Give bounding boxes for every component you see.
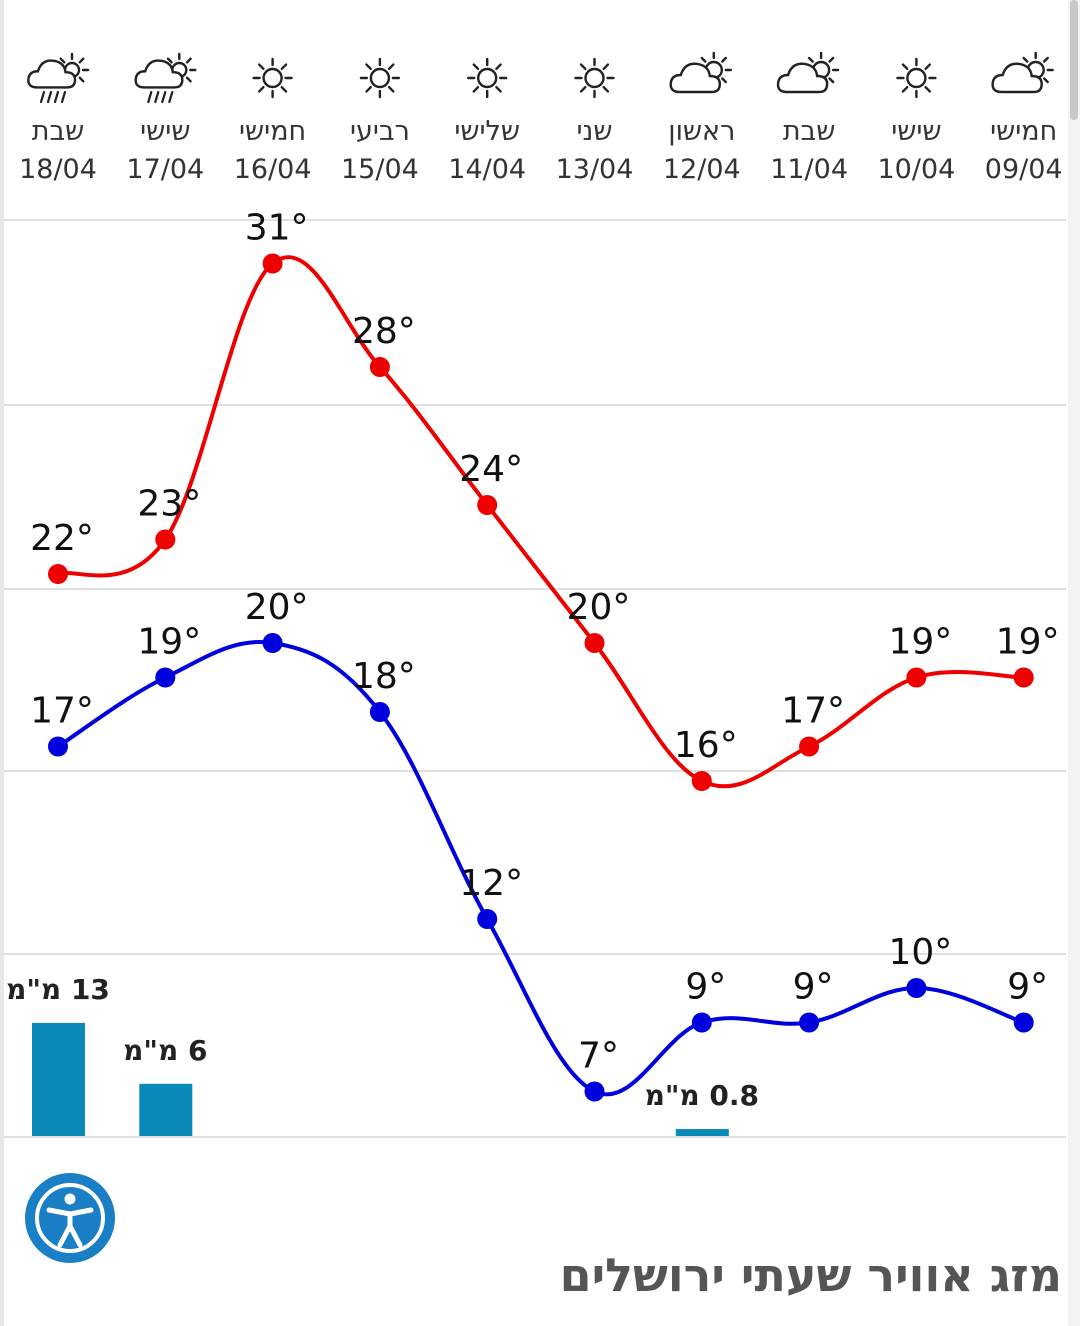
max-point [369,357,390,377]
day-name: שני [577,116,613,147]
max-label: 16° [674,725,738,766]
min-label: 12° [459,863,523,904]
max-label: 19° [996,622,1060,663]
max-point [906,667,927,688]
max-label: 31° [245,208,309,249]
max-point [1013,667,1034,688]
max-point [691,771,712,791]
scrollbar-thumb[interactable] [1070,0,1078,120]
day-date: 18/04 [19,154,97,185]
day-date: 16/04 [234,154,312,185]
partly-cloudy-icon [776,51,840,94]
min-point [369,702,390,722]
min-label: 18° [352,656,416,697]
max-label: 17° [781,691,845,732]
min-point [1013,1012,1034,1033]
max-point [48,564,68,584]
max-label: 22° [30,518,94,559]
scrollbar[interactable] [1068,0,1080,1326]
day-date: 14/04 [448,154,526,185]
min-point [799,1012,820,1033]
day-name: ראשון [668,116,735,147]
max-point [262,253,283,274]
min-label: 7° [578,1036,619,1077]
sun-icon [574,57,615,99]
day-name: רביעי [350,116,410,147]
day-name: שישי [891,116,941,147]
max-point [477,495,498,515]
rain-bar [675,1129,729,1136]
sun-icon [467,57,508,99]
left-edge [0,0,4,1326]
max-label: 20° [567,587,631,628]
day-name: חמישי [990,116,1057,147]
page-title: מזג אוויר שעתי ירושלים [559,1248,1062,1302]
max-point [155,529,176,550]
rain-label: 6 מ"מ [123,1034,207,1067]
min-label: 10° [888,932,952,973]
day-date: 09/04 [985,154,1063,185]
day-name: שישי [140,116,190,147]
max-point [584,633,605,653]
min-point [584,1081,605,1102]
day-name: שבת [783,116,835,147]
day-date: 17/04 [126,154,204,185]
rain-bar [32,1022,85,1136]
max-line [57,255,1024,789]
min-point [262,633,283,653]
rain-label: 0.8 מ"מ [645,1079,759,1112]
max-label: 19° [888,622,952,663]
max-point [799,736,820,757]
partly-cloudy-icon [669,51,732,94]
min-point [155,667,176,688]
min-point [477,909,498,929]
min-point [691,1012,712,1033]
partly-cloudy-icon [991,51,1054,94]
day-date: 13/04 [556,154,634,185]
rain-bar [139,1083,193,1136]
day-date: 15/04 [341,154,419,185]
min-label: 17° [30,691,94,732]
max-label: 28° [352,311,416,352]
sun-icon [252,57,293,99]
min-line [56,639,1025,1097]
day-name: חמישי [239,116,306,147]
day-date: 11/04 [770,154,848,185]
day-date: 12/04 [663,154,741,185]
accessibility-button[interactable] [25,1173,115,1263]
max-label: 24° [459,449,523,490]
rain-label: 13 מ"מ [6,973,110,1006]
sun-icon [359,57,401,99]
min-label: 20° [245,587,309,628]
max-label: 23° [137,484,201,525]
min-point [48,736,68,757]
min-label: 9° [685,967,726,1008]
min-point [906,978,927,998]
day-name: שלישי [454,116,520,147]
day-date: 10/04 [877,154,955,185]
accessibility-icon [35,1183,105,1253]
sun-icon [896,57,937,99]
min-label: 19° [137,622,201,663]
min-label: 9° [793,967,834,1008]
day-name: שבת [32,116,84,147]
rain-cloud-sun-icon [134,52,197,104]
rain-cloud-sun-icon [27,52,90,104]
min-label: 9° [1007,967,1048,1008]
